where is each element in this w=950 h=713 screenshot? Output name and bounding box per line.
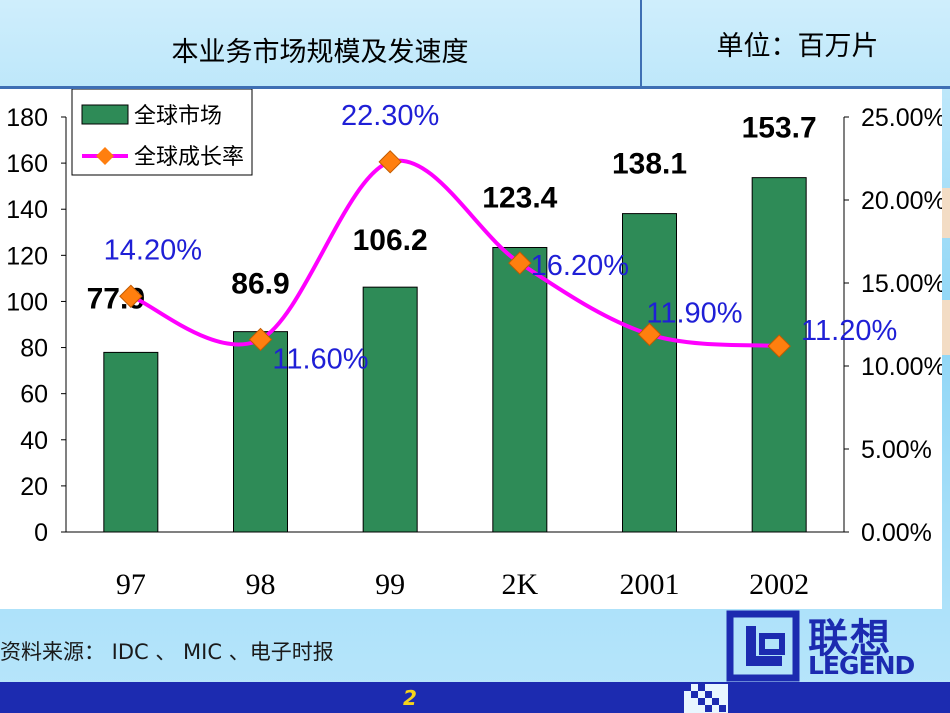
legend-logo: 联想 LEGEND: [726, 610, 916, 686]
x-tick-label: 2002: [749, 568, 809, 601]
growth-value-label: 22.30%: [341, 100, 439, 132]
legend-label-line: 全球成长率: [134, 145, 244, 170]
growth-value-label: 16.20%: [531, 250, 629, 282]
right-edge-block: [940, 300, 950, 355]
bar-value-label: 86.9: [231, 268, 289, 301]
y-right-tick-label: 25.00%: [861, 104, 942, 132]
bar-97: [103, 351, 159, 533]
y-left-tick-label: 160: [6, 150, 48, 178]
x-tick-label: 2K: [501, 568, 538, 601]
x-tick-label: 98: [246, 568, 276, 601]
unit-label: 单位：百万片: [716, 31, 879, 62]
y-right-tick-label: 20.00%: [861, 187, 942, 215]
y-left-tick-label: 120: [6, 242, 48, 270]
bar-2001: [622, 213, 677, 533]
bar-2K: [492, 246, 548, 533]
bar-value-label: 138.1: [612, 148, 687, 181]
bar-value-label: 106.2: [353, 224, 428, 257]
market-chart: 0 20 40 60 80 100 120 140 160 180 0.00% 5.00% 10.00%…: [6, 88, 946, 601]
bar-99: [362, 286, 418, 533]
logo-cn-text: 联想: [808, 616, 892, 662]
growth-marker-97: [119, 284, 143, 308]
growth-marker-2K: [508, 251, 532, 275]
y-left-tick-label: 80: [20, 335, 48, 363]
bar-value-label: 153.7: [742, 112, 817, 145]
title-underline: [0, 86, 950, 89]
growth-value-label: 11.20%: [801, 315, 897, 347]
y-left-tick-label: 40: [20, 427, 48, 455]
growth-marker-99: [378, 150, 402, 174]
growth-value-label: 11.60%: [272, 343, 368, 375]
title-divider: [640, 0, 642, 86]
y-left-tick-label: 60: [20, 381, 48, 409]
y-left-tick-label: 100: [6, 288, 48, 316]
x-tick-label: 2001: [620, 568, 680, 601]
y-left-tick-label: 0: [34, 519, 48, 547]
y-right-tick-label: 15.00%: [861, 270, 942, 298]
x-tick-label: 97: [116, 568, 146, 601]
y-right-tick-label: 10.00%: [861, 353, 942, 381]
y-left-tick-label: 20: [20, 473, 48, 501]
bar-value-label: 123.4: [482, 181, 557, 214]
growth-marker-2002: [767, 334, 791, 358]
growth-marker-2001: [637, 322, 662, 347]
page-number: 2: [403, 686, 417, 710]
y-right-tick-label: 0.00%: [861, 519, 932, 547]
x-tick-label: 99: [375, 568, 405, 601]
checker-pattern-icon: [684, 684, 728, 713]
legend-label-bar: 全球市场: [134, 104, 222, 129]
legend-swatch-bar: [81, 104, 129, 125]
logo-en-text: LEGEND: [808, 651, 915, 680]
y-right-tick-label: 5.00%: [861, 436, 932, 464]
slide-title: 本业务市场规模及发速度: [171, 37, 469, 68]
legend-swatch-marker: [96, 147, 114, 165]
growth-value-label: 14.20%: [104, 234, 202, 266]
y-left-tick-label: 140: [6, 196, 48, 224]
growth-value-label: 11.90%: [646, 297, 742, 329]
right-edge-block: [940, 188, 950, 238]
bar-98: [233, 331, 288, 533]
y-left-tick-label: 180: [6, 104, 48, 132]
source-note: 资料来源： IDC 、 MIC 、电子时报: [0, 640, 334, 664]
growth-marker-98: [248, 327, 273, 352]
chart-panel: 0 20 40 60 80 100 120 140 160 180 0.00% 5.00% 10.00%…: [0, 88, 946, 609]
logo-mark-icon: [726, 610, 800, 682]
footer-bar: [0, 682, 950, 713]
